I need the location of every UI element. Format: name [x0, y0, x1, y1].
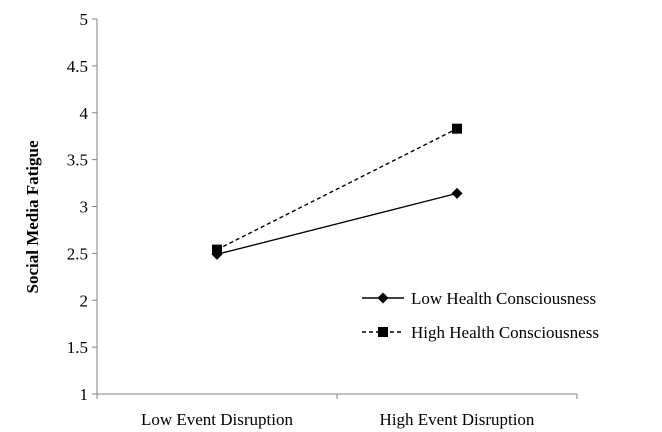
square-marker: [378, 327, 388, 337]
legend-label: High Health Consciousness: [411, 323, 599, 342]
series-line: [216, 192, 458, 255]
diamond-marker: [451, 187, 463, 199]
square-marker: [212, 244, 222, 255]
y-tick-label: 4.5: [67, 57, 88, 76]
y-tick-label: 2.5: [67, 244, 88, 263]
y-axis-title: Social Media Fatigue: [23, 140, 42, 293]
y-tick-label: 1: [80, 385, 89, 404]
y-tick-label: 1.5: [67, 338, 88, 357]
square-marker: [452, 123, 462, 134]
y-axis-ticks: 1 1.5 2 2.5 3 3.5 4 4.5 5: [67, 10, 97, 404]
legend-label: Low Health Consciousness: [411, 289, 596, 308]
series-1: [211, 187, 463, 260]
diamond-marker: [377, 292, 389, 304]
legend: Low Health Consciousness High Health Cons…: [362, 289, 599, 342]
x-tick-label: Low Event Disruption: [141, 410, 294, 429]
series-group: [211, 123, 463, 260]
y-tick-label: 4: [80, 104, 89, 123]
y-tick-label: 5: [80, 10, 89, 29]
series-line: [216, 128, 458, 251]
legend-item: Low Health Consciousness: [362, 289, 596, 308]
x-axis-labels: Low Event Disruption High Event Disruptio…: [96, 394, 578, 429]
y-tick-label: 3: [80, 198, 89, 217]
y-tick-label: 3.5: [67, 151, 88, 170]
y-tick-label: 2: [80, 291, 89, 310]
series-2: [212, 123, 462, 255]
legend-item: High Health Consciousness: [362, 323, 599, 342]
x-tick-label: High Event Disruption: [380, 410, 535, 429]
